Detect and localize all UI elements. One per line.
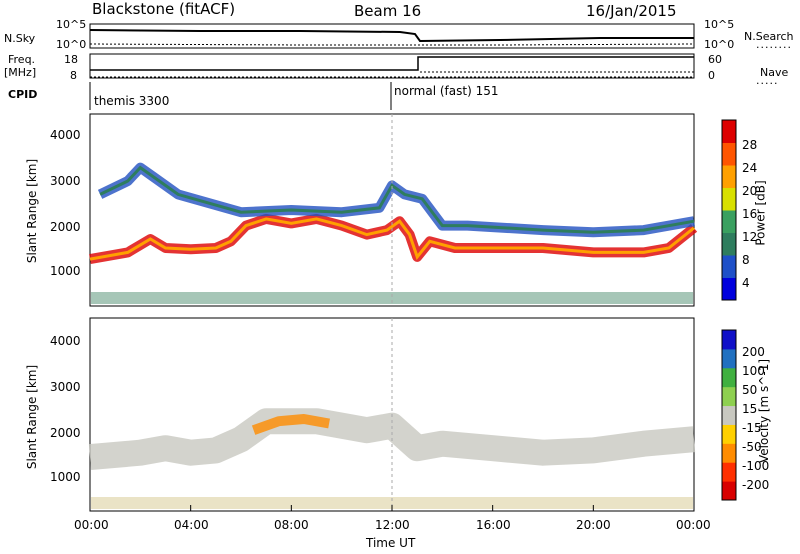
cpid-mode-1: themis 3300: [94, 94, 170, 108]
power-data-layer: [89, 114, 698, 306]
nsearch-label: N.Search: [744, 30, 794, 43]
power-cbar-tick-12: 12: [742, 230, 758, 244]
time-tick-12: 12:00: [375, 518, 410, 532]
colorbar-swatch: [722, 386, 736, 407]
colorbar-swatch: [722, 443, 736, 463]
time-tick-8: 08:00: [274, 518, 309, 532]
nsearch-legend-dots: ........: [756, 38, 792, 51]
colorbar-swatch: [722, 210, 736, 233]
colorbar-swatch: [722, 277, 736, 301]
colorbar-swatch: [722, 424, 736, 444]
power-ytick-3000: 3000: [50, 174, 81, 188]
nave-label: Nave: [760, 66, 789, 79]
time-tick-16: 16:00: [476, 518, 511, 532]
noise-right-tick-bottom: 10^0: [704, 38, 735, 51]
velocity-ytick-4000: 4000: [50, 334, 81, 348]
power-cbar-tick-16: 16: [742, 207, 758, 221]
power-cbar-tick-8: 8: [742, 253, 750, 267]
power-ylabel: Slant Range [km]: [25, 158, 40, 264]
noise-panel: [89, 23, 695, 49]
velocity-cbar-tick-m100: -100: [742, 459, 770, 473]
colorbar-frame: [721, 119, 737, 301]
colorbar-frame: [721, 329, 737, 501]
power-ytick-2000: 2000: [50, 220, 81, 234]
power-ytick-4000: 4000: [50, 128, 81, 142]
freq-tick-bottom: 8: [70, 69, 77, 82]
colorbar-swatch: [722, 187, 736, 211]
freq-unit: [MHz]: [4, 66, 37, 79]
freq-panel: [89, 53, 695, 79]
nave-tick-bottom: 0: [708, 69, 715, 82]
near-range-echoes: [91, 292, 693, 304]
noise-left-tick-top: 10^5: [56, 18, 87, 31]
velocity-colorbar: [721, 329, 737, 501]
noise-search-line: [89, 43, 695, 46]
echo-band-flow: [251, 414, 330, 435]
time-tick-20: 20:00: [576, 518, 611, 532]
velocity-cbar-tick-15: 15: [742, 402, 758, 416]
near-range-echoes: [91, 497, 693, 509]
freq-label: Freq.: [8, 53, 36, 66]
colorbar-swatch: [722, 165, 736, 188]
colorbar-swatch: [722, 142, 736, 166]
colorbar-swatch: [722, 255, 736, 278]
time-tick-4: 04:00: [174, 518, 209, 532]
power-cbar-tick-24: 24: [742, 161, 758, 175]
time-axis-label: Time UT: [366, 536, 416, 550]
colorbar-swatch: [722, 481, 736, 501]
cpid-label: CPID: [8, 88, 38, 101]
noise-right-tick-top: 10^5: [704, 18, 735, 31]
colorbar-swatch: [722, 232, 736, 256]
echo-band-core-upper: [99, 165, 695, 234]
power-colorbar: [721, 119, 737, 301]
velocity-cbar-tick-100: 100: [742, 364, 765, 378]
velocity-cbar-tick-200: 200: [742, 345, 765, 359]
station-title: Blackstone (fitACF): [92, 0, 236, 18]
nave-tick-top: 60: [708, 53, 722, 66]
nave-line: [90, 71, 694, 78]
axis-ticks: [89, 505, 695, 511]
echo-band-core-lower: [89, 217, 695, 261]
velocity-ytick-3000: 3000: [50, 380, 81, 394]
velocity-cbar-tick-m15: -15: [742, 421, 762, 435]
velocity-cbar-tick-m200: -200: [742, 478, 770, 492]
date-title: 16/Jan/2015: [586, 2, 677, 20]
power-cbar-tick-28: 28: [742, 138, 758, 152]
velocity-ytick-2000: 2000: [50, 426, 81, 440]
time-tick-0: 00:00: [74, 518, 109, 532]
velocity-cbar-tick-m50: -50: [742, 440, 762, 454]
colorbar-swatch: [722, 405, 736, 425]
velocity-ytick-1000: 1000: [50, 470, 81, 484]
freq-line: [90, 56, 694, 71]
beam-title: Beam 16: [354, 2, 422, 20]
freq-tick-top: 18: [64, 53, 78, 66]
power-cbar-tick-4: 4: [742, 276, 750, 290]
cpid-mode-2: normal (fast) 151: [394, 84, 499, 98]
nsky-label: N.Sky: [4, 32, 36, 45]
power-ytick-1000: 1000: [50, 264, 81, 278]
colorbar-swatch: [722, 120, 736, 143]
colorbar-swatch: [722, 367, 736, 388]
velocity-ylabel: Slant Range [km]: [25, 364, 40, 470]
velocity-data-layer: [88, 318, 696, 511]
velocity-cbar-tick-50: 50: [742, 383, 758, 397]
noise-sky-line: [89, 29, 694, 43]
noise-left-tick-bottom: 10^0: [56, 38, 87, 51]
power-cbar-tick-20: 20: [742, 184, 758, 198]
nave-legend-dots: .....: [756, 74, 779, 87]
colorbar-swatch: [722, 462, 736, 482]
colorbar-swatch: [722, 348, 736, 369]
colorbar-swatch: [722, 330, 736, 350]
time-tick-24: 00:00: [676, 518, 711, 532]
echo-band-ground: [88, 408, 696, 471]
